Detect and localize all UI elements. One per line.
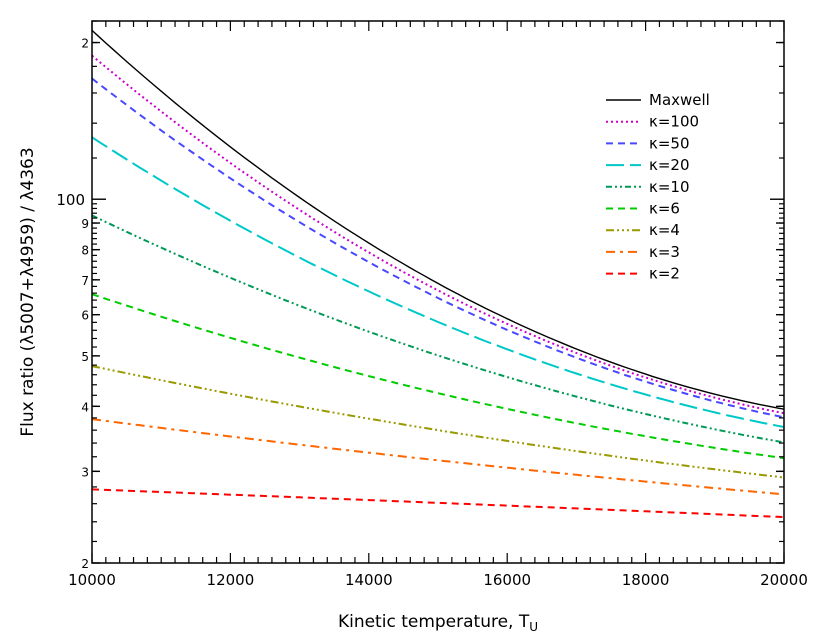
x-tick-label: 10000 <box>68 571 116 589</box>
ticks-layer: 10000 12000 14000 16000 18000 20000 2 3 4 5 6 7 8 9 10… <box>56 20 808 589</box>
series-line-3 <box>91 136 785 428</box>
series-line-4 <box>91 214 785 444</box>
legend-item: κ=6 <box>606 200 680 218</box>
x-tick-label: 14000 <box>345 571 393 589</box>
legend-label: κ=100 <box>649 113 699 131</box>
legend-item: κ=4 <box>606 221 680 239</box>
legend-item: κ=20 <box>606 156 690 174</box>
y-tick-label: 2 <box>81 37 89 51</box>
series-line-7 <box>91 418 785 496</box>
legend-item: κ=50 <box>606 134 690 152</box>
legend-label: κ=2 <box>649 265 680 283</box>
x-tick-label: 20000 <box>760 571 808 589</box>
legend-item: Maxwell <box>606 91 710 109</box>
legend-item: κ=2 <box>606 265 680 283</box>
series-line-2 <box>91 77 785 419</box>
legend-label: κ=10 <box>649 178 690 196</box>
y-tick-label: 9 <box>81 217 89 231</box>
legend-label: κ=50 <box>649 134 690 152</box>
series-line-8 <box>91 488 785 519</box>
y-tick-label: 4 <box>81 400 89 414</box>
legend-label: κ=6 <box>649 200 680 218</box>
x-tick-label: 12000 <box>207 571 255 589</box>
legend-label: Maxwell <box>649 91 710 109</box>
legend: Maxwell κ=100 κ=50 κ=20 κ=10 κ=6 κ=4 κ=3 κ=2 <box>606 91 710 283</box>
legend-item: κ=100 <box>606 113 699 131</box>
series-line-6 <box>91 365 785 479</box>
y-tick-label: 8 <box>81 244 89 258</box>
legend-label: κ=20 <box>649 156 690 174</box>
legend-item: κ=3 <box>606 243 680 261</box>
legend-label: κ=3 <box>649 243 680 261</box>
y-tick-label: 5 <box>81 350 89 364</box>
series-line-5 <box>91 293 785 460</box>
y-tick-label: 100 <box>56 191 85 209</box>
x-tick-label: 16000 <box>483 571 531 589</box>
x-tick-label: 18000 <box>622 571 670 589</box>
series-line-1 <box>91 54 785 415</box>
y-tick-label: 3 <box>81 465 89 479</box>
y-tick-label: 2 <box>81 557 89 571</box>
legend-item: κ=10 <box>606 178 690 196</box>
y-axis-title: Flux ratio (λ5007+λ4959) / λ4363 <box>18 147 38 436</box>
series-line-0 <box>91 29 785 410</box>
x-axis-title: Kinetic temperature, TU <box>338 612 538 634</box>
y-tick-label: 7 <box>81 274 89 288</box>
y-tick-label: 6 <box>81 309 89 323</box>
series-layer <box>91 29 785 519</box>
legend-label: κ=4 <box>649 221 680 239</box>
